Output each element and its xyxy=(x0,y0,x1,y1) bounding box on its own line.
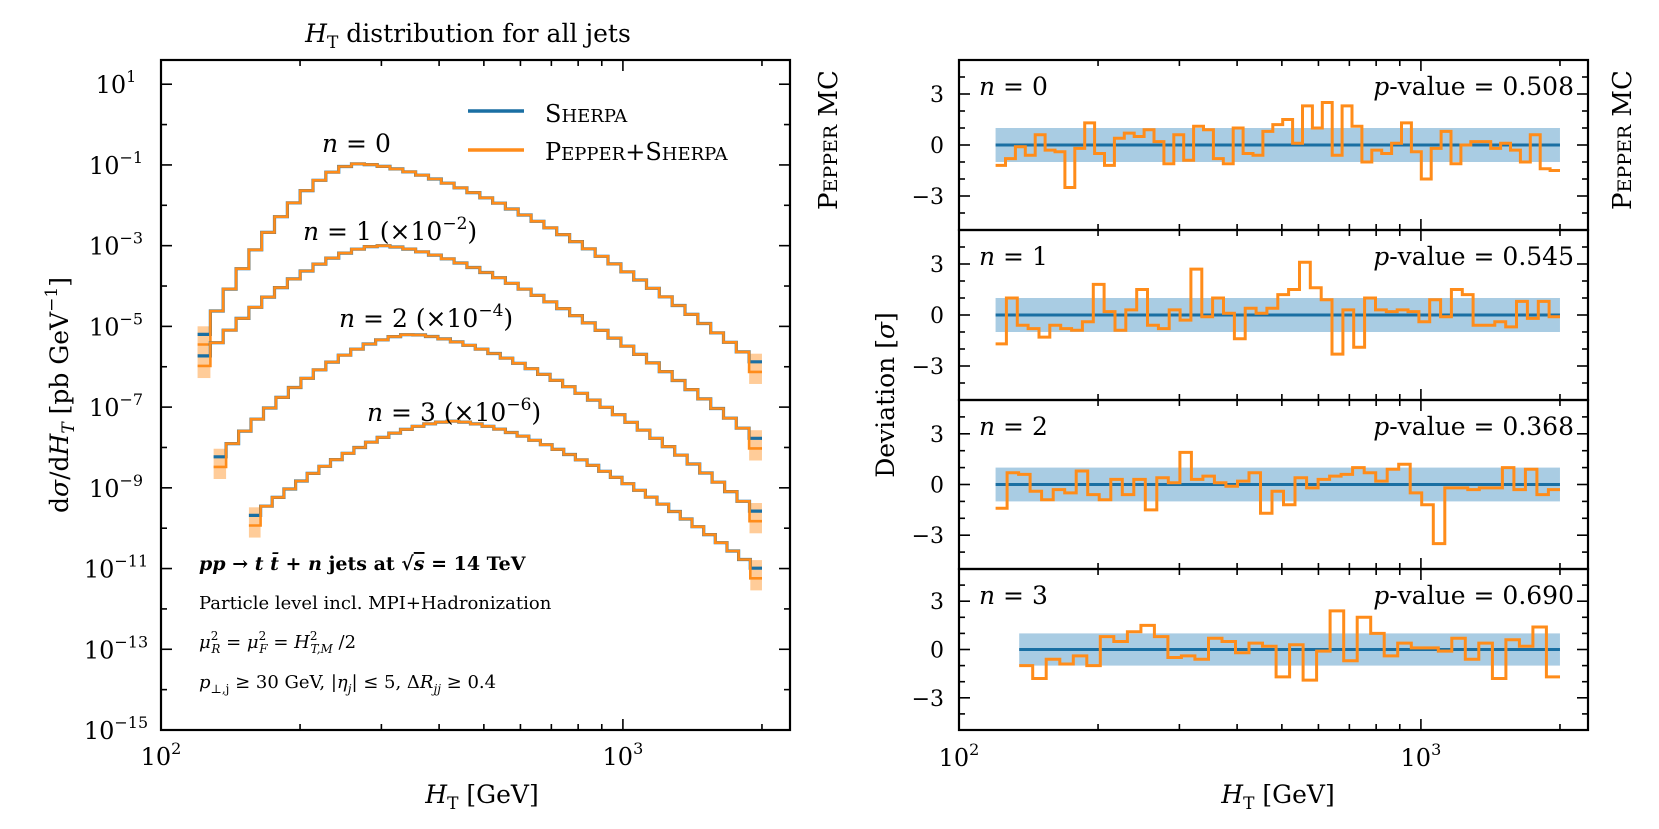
panel-frame xyxy=(957,567,1590,732)
y-tick-label: −3 xyxy=(912,524,944,549)
info-line-3: p⊥,j ≥ 30 GeV, |ηj| ≤ 5, ΔRjj ≥ 0.4 xyxy=(199,672,496,696)
process-label: pp → t t̄ + n jets at √s = 14 TeV xyxy=(199,553,527,575)
y-tick-label: 3 xyxy=(930,423,944,448)
deviation-panel-n3: 3 0 −3 n = 3 p-value = 0.690 xyxy=(912,567,1590,732)
series-pepper-n3 xyxy=(248,419,762,580)
y-tick-label: 0 xyxy=(930,474,944,499)
y-tick-label: 10−7 xyxy=(89,390,143,422)
panel-label: n = 2 xyxy=(979,412,1048,441)
x-tick-label: 102 xyxy=(141,739,182,771)
legend: SHERPA PEPPER+SHERPA xyxy=(468,100,729,166)
y-tick-label: 101 xyxy=(96,67,137,99)
series-pepper-n0 xyxy=(197,162,762,374)
y-tick-label: 10−5 xyxy=(89,309,143,341)
y-tick-label: 10−15 xyxy=(84,713,148,745)
left-x-axis-label: HT [GeV] xyxy=(424,780,538,814)
y-tick-label: 3 xyxy=(930,83,944,108)
right-side-label: PEPPER MC xyxy=(1608,70,1638,210)
deviation-plot: 3 0 −3 n = 0 p-value = 0.508 3 0 −3 n = 1 p-value… xyxy=(912,58,1590,772)
y-tick-label: −3 xyxy=(912,687,944,712)
legend-label-pepper: PEPPER+SHERPA xyxy=(545,138,729,166)
p-value-label: p-value = 0.368 xyxy=(1373,412,1574,441)
uncertainty-box xyxy=(213,448,227,480)
y-tick-label: 10−9 xyxy=(89,471,143,503)
y-tick-label: 10−1 xyxy=(89,148,143,180)
p-value-label: p-value = 0.508 xyxy=(1373,72,1574,101)
x-tick-label: 103 xyxy=(603,739,644,771)
left-side-label: PEPPER MC xyxy=(814,70,844,210)
curve-label-n2: n = 2 (×10−4) xyxy=(339,301,513,333)
info-box: pp → t t̄ + n jets at √s = 14 TeV Partic… xyxy=(199,553,552,696)
uncertainty-box xyxy=(749,430,762,461)
distribution-plot: HT distribution for all jets 101 10−1 10−3… xyxy=(42,19,844,814)
x-tick-label: 102 xyxy=(939,740,980,772)
series-sherpa-n3 xyxy=(248,419,762,570)
deviation-panel-n0: 3 0 −3 n = 0 p-value = 0.508 xyxy=(912,58,1590,232)
panel-label: n = 1 xyxy=(979,242,1048,271)
left-y-axis-label: dσ/dHT [pb GeV−1] xyxy=(42,277,79,513)
y-tick-label: 10−13 xyxy=(84,632,148,664)
y-tick-label: −3 xyxy=(912,355,944,380)
uncertainty-box xyxy=(750,560,762,591)
curve-label-n1: n = 1 (×10−2) xyxy=(303,214,477,246)
y-tick-label: −3 xyxy=(912,185,944,210)
left-axes-frame xyxy=(159,58,792,732)
y-tick-label: 0 xyxy=(930,639,944,664)
y-tick-label: 10−11 xyxy=(84,552,148,584)
uncertainty-box xyxy=(749,503,762,534)
panel-label: n = 0 xyxy=(979,72,1048,101)
uncertainty-box xyxy=(248,507,261,538)
right-x-axis-label: HT [GeV] xyxy=(1220,780,1334,814)
p-value-label: p-value = 0.545 xyxy=(1373,242,1574,271)
x-tick-label: 103 xyxy=(1401,740,1442,772)
deviation-series-n2 xyxy=(995,450,1560,546)
info-line-2: μ2 R = μ2 F = H2 T,M /2 xyxy=(199,629,356,656)
series-pepper-n2 xyxy=(213,333,762,523)
curve-label-n3: n = 3 (×10−6) xyxy=(367,395,541,427)
uncertainty-box xyxy=(749,353,762,384)
series-pepper-n1 xyxy=(197,244,762,450)
y-tick-label: 3 xyxy=(930,253,944,278)
y-tick-label: 0 xyxy=(930,134,944,159)
deviation-series-n0 xyxy=(995,101,1560,189)
deviation-series-n1 xyxy=(995,260,1560,356)
y-tick-label: 10−3 xyxy=(89,229,143,261)
curve-label-n0: n = 0 xyxy=(322,129,391,158)
uncertainty-box xyxy=(197,347,211,379)
left-chart-title: HT distribution for all jets xyxy=(304,19,631,53)
y-tick-label: 0 xyxy=(930,304,944,329)
deviation-series-n3 xyxy=(1019,609,1560,682)
y-tick-label: 3 xyxy=(930,590,944,615)
info-line-1: Particle level incl. MPI+Hadronization xyxy=(199,593,552,614)
legend-label-sherpa: SHERPA xyxy=(545,100,628,128)
p-value-label: p-value = 0.690 xyxy=(1373,581,1574,610)
panel-label: n = 3 xyxy=(979,581,1048,610)
deviation-panel-n1: 3 0 −3 n = 1 p-value = 0.545 xyxy=(912,228,1590,402)
deviation-panel-n2: 3 0 −3 n = 2 p-value = 0.368 xyxy=(912,398,1590,571)
right-y-axis-label: Deviation [σ] xyxy=(871,312,900,478)
